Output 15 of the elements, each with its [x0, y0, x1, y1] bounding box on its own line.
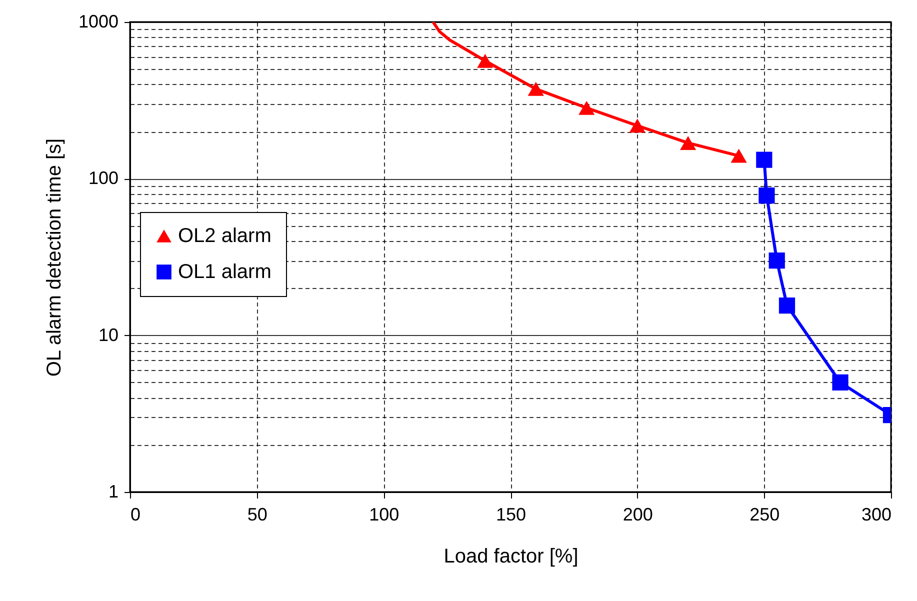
legend-label: OL1 alarm — [178, 261, 272, 283]
x-tick-label: 50 — [247, 504, 268, 524]
x-tick-label: 250 — [750, 504, 780, 524]
x-tick-label: 150 — [496, 504, 526, 524]
x-tick-label: 100 — [369, 504, 400, 524]
x-tick-label: 300 — [861, 504, 892, 524]
x-tick-label: 200 — [622, 504, 653, 524]
y-tick-label: 100 — [88, 168, 118, 188]
y-axis-title: OL alarm detection time [s] — [43, 138, 66, 377]
x-axis-title: Load factor [%] — [444, 546, 578, 568]
y-tick-label: 1 — [108, 482, 118, 502]
x-tick-label: 0 — [130, 504, 141, 524]
y-tick-label: 10 — [98, 324, 118, 345]
legend-label: OL2 alarm — [178, 225, 272, 247]
y-tick-label: 1000 — [78, 12, 118, 32]
